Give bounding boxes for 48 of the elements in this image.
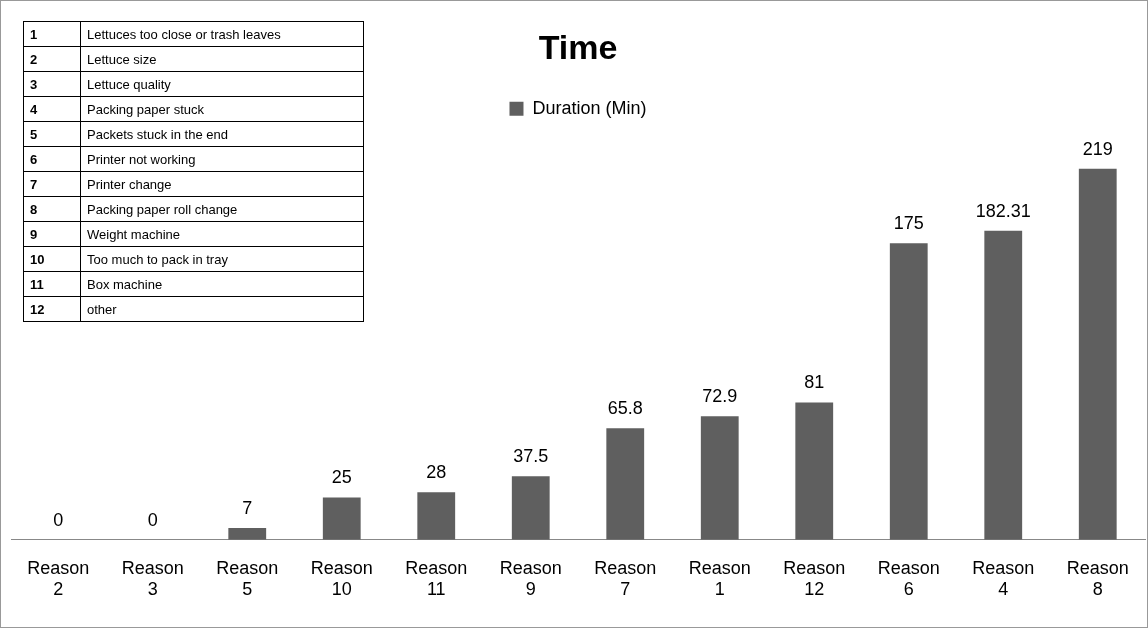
x-tick-label: Reason 5 bbox=[216, 557, 279, 600]
bar bbox=[322, 497, 361, 540]
x-tick-label: Reason 1 bbox=[688, 557, 751, 600]
bar bbox=[984, 230, 1023, 540]
bar bbox=[228, 527, 267, 540]
data-label: 25 bbox=[331, 467, 352, 488]
chart-title: Time bbox=[538, 27, 618, 66]
text: 8 Packing paper roll change bbox=[30, 201, 238, 217]
text: 7 Printer change bbox=[30, 176, 172, 192]
data-label: 81 bbox=[804, 372, 825, 393]
data-label: 0 bbox=[53, 509, 64, 530]
text: 10 Too much to pack in tray bbox=[30, 251, 228, 267]
data-label: 7 bbox=[242, 497, 253, 518]
x-tick-label: Reason 9 bbox=[499, 557, 562, 600]
x-tick-label: Reason 8 bbox=[1066, 557, 1129, 600]
text: 3 Lettuce quality bbox=[30, 76, 171, 92]
data-label: 28 bbox=[426, 462, 447, 483]
x-tick-label: Reason 6 bbox=[877, 557, 940, 600]
x-tick-label: Reason 11 bbox=[405, 557, 468, 600]
x-tick-label: Reason 4 bbox=[972, 557, 1035, 600]
x-tick-label: Reason 7 bbox=[594, 557, 657, 600]
data-label: 0 bbox=[147, 509, 158, 530]
bar bbox=[795, 402, 834, 540]
data-label: 65.8 bbox=[607, 398, 643, 419]
data-label: 37.5 bbox=[513, 446, 549, 467]
text: 2 Lettuce size bbox=[30, 51, 157, 67]
text: 11 Box machine bbox=[30, 276, 163, 292]
data-label: 182.31 bbox=[975, 200, 1031, 221]
text: 4 Packing paper stuck bbox=[30, 101, 205, 117]
text: 1 Lettuces too close or trash leaves bbox=[30, 26, 281, 42]
x-tick-label: Reason 12 bbox=[783, 557, 846, 600]
text: 9 Weight machine bbox=[30, 226, 180, 242]
text: 6 Printer not working bbox=[30, 151, 196, 167]
bar bbox=[606, 428, 645, 540]
text: 12 other bbox=[30, 301, 117, 317]
bar bbox=[700, 416, 739, 540]
x-tick-label: Reason 2 bbox=[27, 557, 90, 600]
bar bbox=[511, 476, 550, 540]
bar bbox=[889, 243, 928, 540]
x-tick-label: Reason 10 bbox=[310, 557, 373, 600]
bar bbox=[1078, 168, 1117, 540]
legend-label: Duration (Min) bbox=[532, 97, 647, 118]
data-label: 72.9 bbox=[702, 386, 738, 407]
bar bbox=[417, 492, 456, 540]
x-tick-label: Reason 3 bbox=[121, 557, 184, 600]
data-label: 219 bbox=[1082, 138, 1113, 159]
text: 5 Packets stuck in the end bbox=[30, 126, 228, 142]
data-label: 175 bbox=[893, 213, 924, 234]
